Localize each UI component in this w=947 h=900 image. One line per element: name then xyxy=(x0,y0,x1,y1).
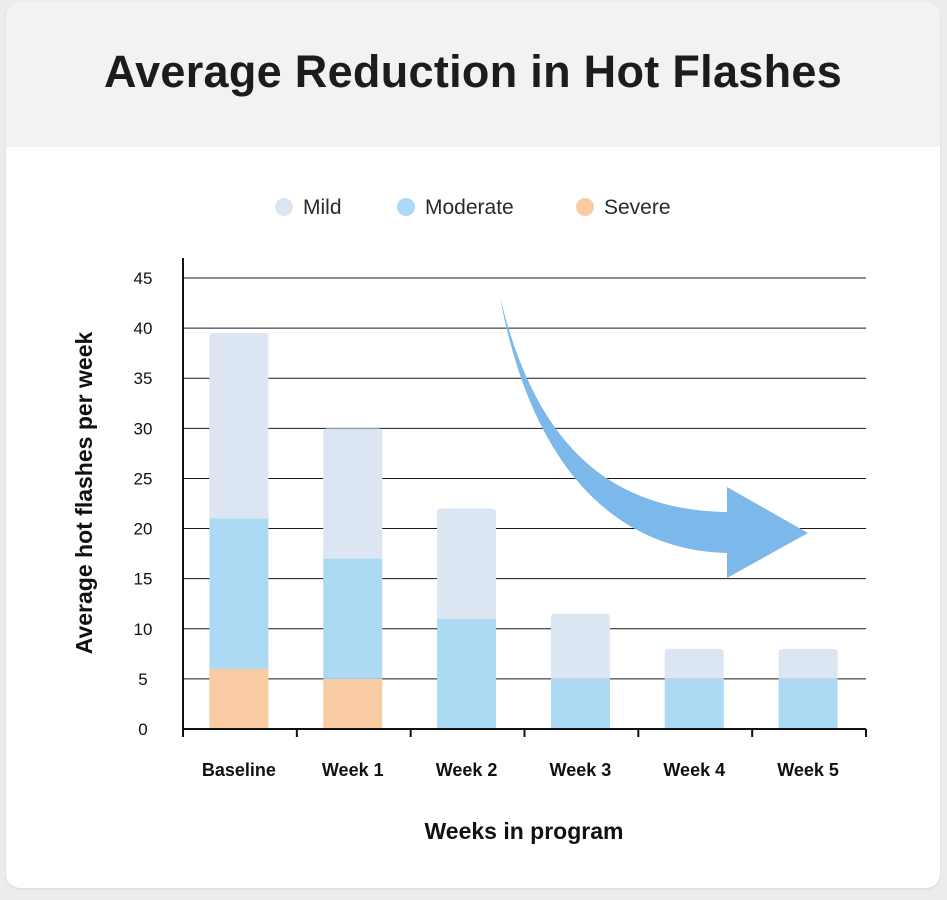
bar-mild xyxy=(778,648,838,679)
bar-severe xyxy=(209,668,269,729)
bar-moderate xyxy=(209,518,269,669)
x-tick-label: Week 4 xyxy=(663,760,725,780)
legend-swatch-mild xyxy=(275,198,293,216)
y-tick-label: 40 xyxy=(134,319,153,338)
y-tick-label: 15 xyxy=(134,570,153,589)
bar-mild xyxy=(550,613,610,679)
legend-label-severe: Severe xyxy=(604,196,671,219)
x-axis-title: Weeks in program xyxy=(425,818,624,844)
chart-card: Average Reduction in Hot Flashes xyxy=(6,2,940,888)
bar-moderate xyxy=(664,678,724,729)
legend-label-moderate: Moderate xyxy=(425,196,514,219)
legend-swatch-severe xyxy=(576,198,594,216)
bar-moderate xyxy=(437,618,497,729)
y-tick-label: 30 xyxy=(134,419,153,438)
y-tick-label: 0 xyxy=(138,720,147,739)
chart-title: Average Reduction in Hot Flashes xyxy=(103,46,843,97)
x-tick-label: Week 3 xyxy=(550,760,612,780)
y-tick-label: 10 xyxy=(134,620,153,639)
y-axis-title: Average hot flashes per week xyxy=(71,332,97,655)
legend-label-mild: Mild xyxy=(303,196,342,219)
bar-mild xyxy=(437,508,497,619)
bar-mild xyxy=(323,428,383,559)
y-tick-label: 20 xyxy=(134,520,153,539)
x-tick-label: Week 1 xyxy=(322,760,384,780)
y-tick-label: 35 xyxy=(134,369,153,388)
trend-arrow-icon xyxy=(500,297,808,578)
y-tick-label: 45 xyxy=(134,269,153,288)
bar-mild xyxy=(664,648,724,679)
bar-moderate xyxy=(778,678,838,729)
bar-moderate xyxy=(550,678,610,729)
x-tick-label: Week 5 xyxy=(777,760,839,780)
title-bar: Average Reduction in Hot Flashes xyxy=(6,2,940,147)
bar-moderate xyxy=(323,558,383,679)
bar-mild xyxy=(209,333,269,519)
x-tick-label: Week 2 xyxy=(436,760,498,780)
x-tick-label: Baseline xyxy=(202,760,276,780)
y-tick-label: 5 xyxy=(138,670,147,689)
bar-severe xyxy=(323,678,383,729)
y-tick-label: 25 xyxy=(134,469,153,488)
legend-swatch-moderate xyxy=(397,198,415,216)
